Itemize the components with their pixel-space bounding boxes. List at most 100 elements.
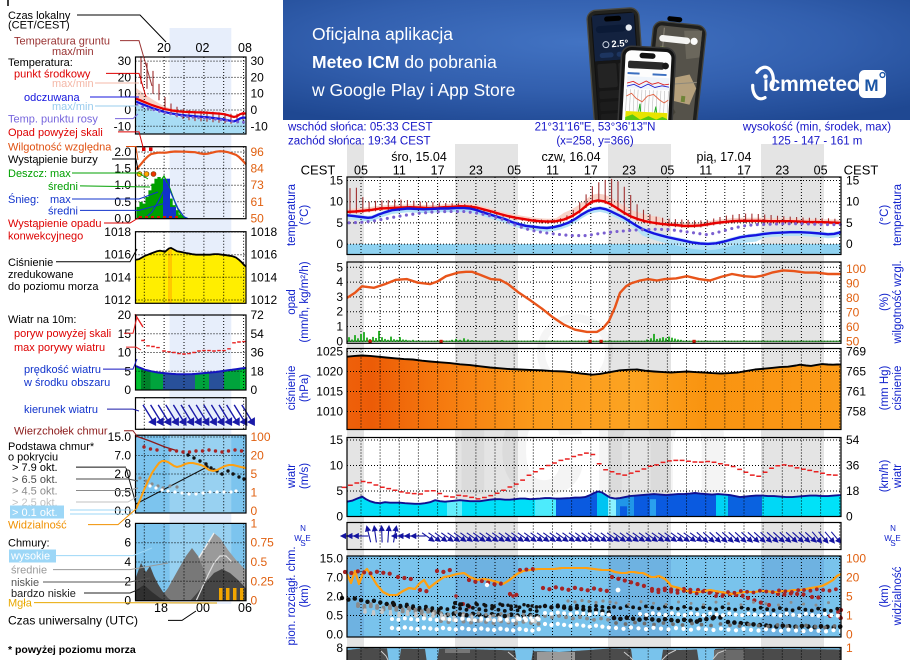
svg-text:60: 60 <box>846 320 860 334</box>
svg-text:Ciśnienie: Ciśnienie <box>8 257 53 269</box>
svg-text:05: 05 <box>354 164 368 178</box>
svg-text:0: 0 <box>336 237 343 251</box>
svg-text:11: 11 <box>393 164 406 178</box>
svg-text:0: 0 <box>846 237 853 251</box>
svg-text:0: 0 <box>124 383 131 397</box>
svg-text:widzialność: widzialność <box>892 566 904 626</box>
svg-text:1: 1 <box>846 641 853 655</box>
svg-text:15: 15 <box>330 174 344 188</box>
svg-text:125 - 147 - 161 m: 125 - 147 - 161 m <box>772 136 863 148</box>
svg-text:4: 4 <box>124 555 131 569</box>
svg-text:> 4.5 okt.: > 4.5 okt. <box>12 486 58 498</box>
svg-text:średni: średni <box>48 181 78 193</box>
svg-text:(mm Hg): (mm Hg) <box>879 365 891 410</box>
svg-text:E: E <box>895 534 900 543</box>
svg-text:769: 769 <box>846 345 866 359</box>
svg-text:80: 80 <box>846 291 860 305</box>
svg-text:Wilgotność względna: Wilgotność względna <box>8 142 112 154</box>
svg-text:średni: średni <box>48 205 78 217</box>
svg-text:06: 06 <box>238 601 252 615</box>
svg-text:1016: 1016 <box>104 248 131 262</box>
svg-text:1.0: 1.0 <box>114 178 131 192</box>
svg-text:wiatr: wiatr <box>892 464 904 489</box>
svg-text:1012: 1012 <box>251 293 278 307</box>
svg-text:(%): (%) <box>879 293 891 311</box>
svg-text:05: 05 <box>814 164 828 178</box>
svg-text:> 0.1 okt.: > 0.1 okt. <box>12 507 58 519</box>
svg-text:20: 20 <box>157 41 171 55</box>
svg-text:pią, 17.04: pią, 17.04 <box>697 150 752 164</box>
svg-text:15: 15 <box>118 327 132 341</box>
svg-text:5: 5 <box>336 260 343 274</box>
svg-text:max porywy wiatru: max porywy wiatru <box>14 342 105 354</box>
svg-text:śro, 15.04: śro, 15.04 <box>391 150 447 164</box>
svg-text:1025: 1025 <box>316 345 343 359</box>
svg-text:> 6.5 okt.: > 6.5 okt. <box>12 474 58 486</box>
svg-text:Widzialność: Widzialność <box>8 520 67 532</box>
svg-text:100: 100 <box>846 262 866 276</box>
svg-text:Wystąpienie opadu: Wystąpienie opadu <box>8 218 101 230</box>
svg-text:20: 20 <box>846 571 860 585</box>
svg-text:1010: 1010 <box>316 405 343 419</box>
svg-text:Meteo ICM do pobrania: Meteo ICM do pobrania <box>312 52 497 72</box>
svg-text:max: max <box>50 194 71 206</box>
svg-text:17: 17 <box>431 164 445 178</box>
svg-text:23: 23 <box>622 164 636 178</box>
svg-text:Czas uniwersalny (UTC): Czas uniwersalny (UTC) <box>8 613 138 627</box>
svg-text:36: 36 <box>251 346 265 360</box>
svg-text:W: W <box>294 534 302 543</box>
svg-text:5: 5 <box>251 467 258 481</box>
svg-text:0: 0 <box>251 383 258 397</box>
svg-text:8: 8 <box>336 641 343 655</box>
svg-text:7.0: 7.0 <box>326 571 343 585</box>
svg-text:20: 20 <box>118 70 132 84</box>
svg-text:kierunek wiatru: kierunek wiatru <box>24 404 98 416</box>
svg-text:0: 0 <box>846 510 853 524</box>
svg-text:2.0: 2.0 <box>326 590 343 604</box>
svg-text:23: 23 <box>469 164 483 178</box>
svg-text:0: 0 <box>251 103 258 117</box>
svg-text:pion. rozciągł. chm.: pion. rozciągł. chm. <box>286 546 298 645</box>
svg-text:21°31'16"E, 53°36'13"N: 21°31'16"E, 53°36'13"N <box>535 122 656 134</box>
svg-text:max: max <box>50 168 71 180</box>
svg-text:4: 4 <box>336 275 343 289</box>
svg-text:50: 50 <box>251 212 265 226</box>
svg-text:1: 1 <box>336 320 343 334</box>
svg-text:1014: 1014 <box>104 270 131 284</box>
svg-text:6: 6 <box>124 536 131 550</box>
svg-text:Opad powyżej skali: Opad powyżej skali <box>8 127 103 139</box>
svg-text:758: 758 <box>846 405 866 419</box>
svg-text:1015: 1015 <box>316 385 343 399</box>
svg-text:30: 30 <box>251 54 265 68</box>
svg-text:1020: 1020 <box>316 365 343 379</box>
svg-text:ciśnienie: ciśnienie <box>892 366 904 411</box>
svg-text:temperatura: temperatura <box>892 183 904 246</box>
svg-text:11: 11 <box>546 164 559 178</box>
svg-text:opad: opad <box>286 289 298 315</box>
svg-text:30: 30 <box>118 54 132 68</box>
svg-text:0.75: 0.75 <box>251 536 275 550</box>
svg-text:1018: 1018 <box>251 225 278 239</box>
svg-text:18: 18 <box>846 484 860 498</box>
svg-text:0.5: 0.5 <box>114 486 131 500</box>
svg-text:średnie: średnie <box>11 565 47 577</box>
svg-text:wysokie: wysokie <box>10 551 50 563</box>
svg-text:(m/s): (m/s) <box>299 463 311 489</box>
svg-text:15.0: 15.0 <box>320 552 344 566</box>
svg-text:5: 5 <box>124 364 131 378</box>
svg-text:Wystąpienie burzy: Wystąpienie burzy <box>8 154 98 166</box>
svg-text:Mgła: Mgła <box>8 598 33 610</box>
svg-text:05: 05 <box>660 164 674 178</box>
svg-text:Temp. punktu rosy: Temp. punktu rosy <box>8 114 98 126</box>
svg-text:02: 02 <box>196 41 210 55</box>
svg-text:1012: 1012 <box>104 293 131 307</box>
svg-text:* powyżej poziomu morza: * powyżej poziomu morza <box>8 644 136 656</box>
svg-text:18: 18 <box>251 364 265 378</box>
svg-text:0: 0 <box>124 103 131 117</box>
svg-text:20: 20 <box>251 70 265 84</box>
svg-text:N: N <box>890 524 896 533</box>
svg-text:10: 10 <box>118 87 132 101</box>
svg-text:Deszcz:: Deszcz: <box>8 168 47 180</box>
svg-text:84: 84 <box>251 162 265 176</box>
svg-text:70: 70 <box>846 305 860 319</box>
